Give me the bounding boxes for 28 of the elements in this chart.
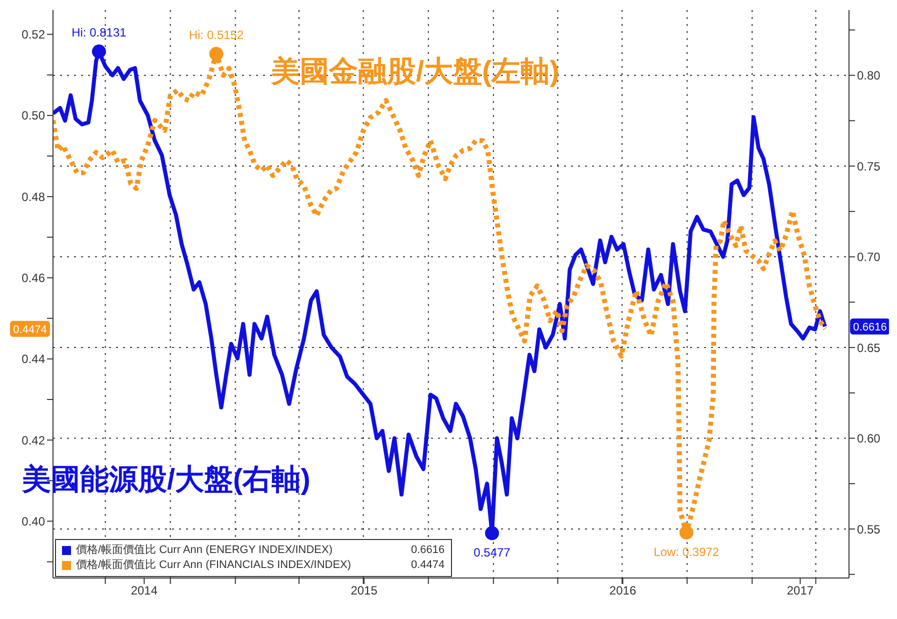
legend-label: 價格/帳面價值比 Curr Ann (FINANCIALS INDEX/INDEX) xyxy=(76,558,352,573)
y-tick-label: 0.50 xyxy=(22,108,46,123)
annotation: Low: 0.3972 xyxy=(654,545,720,560)
annotation: 0.5477 xyxy=(474,546,511,560)
annotation: Hi: 0.8131 xyxy=(72,26,127,40)
y-tick-label: 0.46 xyxy=(22,271,46,286)
annotation: Hi: 0.5152 xyxy=(188,28,244,42)
annotation: 0.4474 xyxy=(411,558,445,573)
y2-tick-label: 0.65 xyxy=(857,340,881,355)
y-tick-label: 0.52 xyxy=(22,28,46,42)
y-tick-label: 0.40 xyxy=(22,514,46,528)
y2-tick-label: 0.70 xyxy=(857,250,881,264)
text: 0.4474 xyxy=(13,324,47,336)
y2-tick-label: 0.55 xyxy=(857,522,881,536)
annotation: 美國金融股/大盤(左軸) xyxy=(271,54,560,90)
y-tick-label: 0.48 xyxy=(22,190,46,204)
y-tick-label: 0.42 xyxy=(22,433,46,448)
x-tick-label: 2016 xyxy=(609,584,636,598)
y2-tick-label: 0.80 xyxy=(857,68,881,83)
y-tick-label: 0.44 xyxy=(22,352,46,366)
x-tick-label: 2015 xyxy=(350,584,378,598)
text: 0.6616 xyxy=(853,321,887,334)
annotation: 0.6616 xyxy=(411,543,445,558)
x-tick-label: 2014 xyxy=(130,584,158,598)
x-tick-label: 2017 xyxy=(786,584,814,598)
y2-tick-label: 0.60 xyxy=(857,432,881,446)
legend-label: 價格/帳面價值比 Curr Ann (ENERGY INDEX/INDEX) xyxy=(76,543,334,558)
y2-tick-label: 0.75 xyxy=(857,159,881,174)
